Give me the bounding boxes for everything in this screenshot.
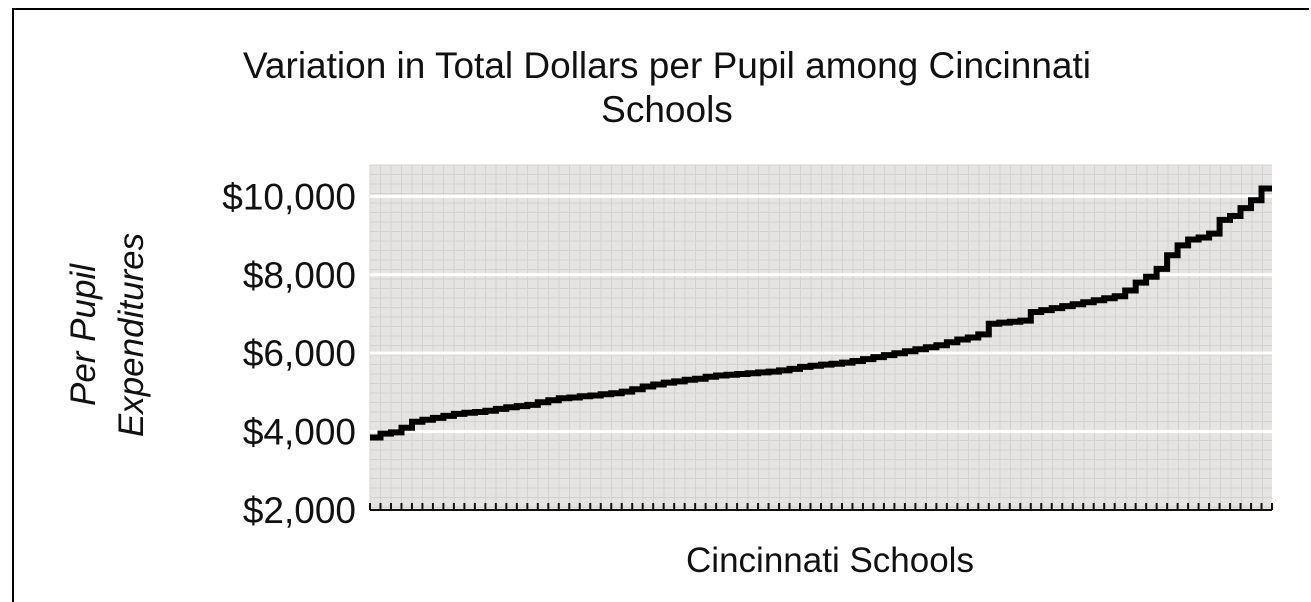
chart-title-line1: Variation in Total Dollars per Pupil amo… — [243, 45, 1091, 86]
y-tick-label: $6,000 — [243, 333, 356, 374]
y-tick-label: $4,000 — [243, 412, 356, 453]
series-line — [370, 185, 1272, 441]
x-axis-ticks — [369, 503, 1273, 511]
chart-frame — [12, 8, 1309, 602]
grid — [369, 164, 1272, 510]
y-tick-label: $10,000 — [222, 176, 356, 217]
y-axis-label-line2: Expenditures — [112, 233, 151, 437]
y-axis-ticks: $2,000 $4,000 $6,000 $8,000 $10,000 — [222, 176, 356, 531]
y-axis-label-line1: Per Pupil — [64, 263, 103, 406]
x-axis-label: Cincinnati Schools — [686, 541, 974, 580]
chart-title-line2: Schools — [601, 89, 733, 130]
series-layer — [370, 185, 1272, 441]
y-tick-label: $2,000 — [243, 490, 356, 531]
y-tick-label: $8,000 — [243, 255, 356, 296]
